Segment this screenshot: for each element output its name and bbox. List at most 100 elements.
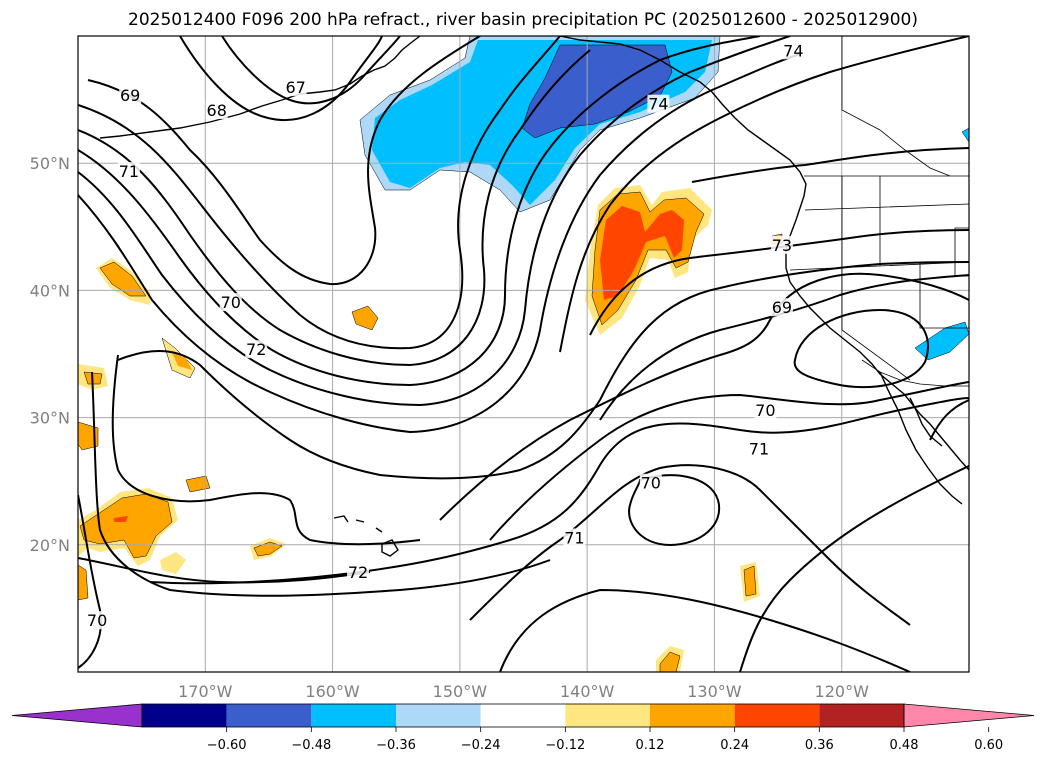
hawaii (333, 515, 399, 557)
contour-label: 71 (749, 439, 769, 458)
shading-blob-left-4 (78, 564, 89, 601)
colorbar-tick-label: 0.48 (890, 738, 919, 753)
contour-label: 69 (772, 298, 792, 317)
contour-label: 69 (120, 86, 140, 105)
contour-label: 67 (285, 78, 305, 97)
contour-label-bg (245, 340, 268, 359)
contour-label-bg (782, 41, 805, 60)
lat-tick-label: 40°N (30, 281, 70, 300)
colorbar-tick-label: −0.12 (545, 738, 585, 753)
shading-blob-small-4 (160, 552, 186, 574)
contour-70-sw (78, 494, 102, 669)
colorbar-tick-label: 0.24 (720, 738, 749, 753)
contour-70 (78, 36, 761, 387)
contour-74-upper (559, 36, 969, 353)
contour-68 (179, 36, 383, 122)
lon-tick-label: 130°W (687, 682, 742, 701)
contour-label-bg (86, 611, 109, 630)
contour-label: 72 (348, 563, 368, 582)
contour-label-bg (119, 85, 142, 104)
contour-label: 73 (772, 236, 792, 255)
contour-72b (599, 261, 969, 401)
contour-label: 70 (641, 474, 661, 493)
contour-labels: 69 67 68 71 74 74 73 69 70 72 70 71 70 71 72 70 (86, 41, 805, 630)
colorbar: −0.60 −0.48 −0.36 −0.24 −0.12 0.12 0.24 0.36 0.4… (11, 703, 1035, 753)
colorbar-segment (142, 704, 227, 727)
contour-label-bg (747, 439, 770, 458)
contour-label: 70 (221, 293, 241, 312)
border-edge (954, 227, 969, 277)
contour-71b (78, 49, 591, 367)
contour-72-left (111, 354, 421, 546)
colorbar-segment (226, 704, 312, 727)
colorbar-segment (311, 704, 396, 727)
shading-negative-dark (521, 44, 673, 139)
colorbar-frame (141, 703, 905, 728)
contour-71-left (117, 349, 601, 480)
contour-label-bg (205, 101, 228, 120)
contour-69-ring (793, 308, 929, 389)
contour-label: 72 (246, 340, 266, 359)
colorbar-tick-label: 0.36 (805, 738, 834, 753)
shading-blob-south-2 (659, 651, 681, 672)
colorbar-tick-label: 0.12 (636, 738, 665, 753)
shading-blob-west-1b (99, 261, 147, 297)
contour-71-lower (489, 381, 969, 541)
contour-73b (589, 229, 969, 336)
border-alaska-canada (841, 36, 951, 177)
colorbar-tick-label: −0.36 (376, 738, 416, 753)
colorbar-segment (819, 704, 904, 727)
contour-label-bg (347, 562, 370, 581)
colorbar-segment (480, 704, 566, 727)
contour-label: 71 (119, 162, 139, 181)
coast-baja (879, 371, 963, 505)
shading-blob-east-2 (743, 565, 757, 597)
shading-blob-edge (961, 127, 969, 143)
contour-lower-right (739, 465, 969, 672)
colorbar-segment (734, 704, 820, 727)
contour-71 (78, 36, 561, 350)
contour-74-lower (691, 147, 969, 183)
contour-69 (87, 36, 481, 286)
shading-blob-sw-3 (114, 516, 128, 522)
lon-tick-label: 160°W (305, 682, 360, 701)
contour-label: 70 (87, 611, 107, 630)
contour-label: 74 (648, 95, 668, 114)
contour-71-south (469, 464, 911, 626)
lon-tick-label: 170°W (178, 682, 233, 701)
colorbar-tick-label: −0.60 (207, 738, 247, 753)
contour-label: 71 (564, 528, 584, 547)
contour-label-bg (563, 528, 586, 547)
lat-tick-label: 20°N (30, 536, 70, 555)
colorbar-segment (565, 704, 650, 727)
coast-gulf-calif (909, 397, 943, 447)
contour-label-bg (770, 298, 793, 317)
lat-tick-label: 50°N (30, 154, 70, 173)
contour-label: 70 (755, 401, 775, 420)
contour-72 (78, 36, 791, 407)
shading-blob-small-1 (185, 475, 211, 493)
contour-label-bg (284, 78, 307, 97)
colorbar-tick-label: 0.60 (974, 738, 1003, 753)
colorbar-segment (396, 704, 481, 727)
contour-label-bg (647, 94, 670, 113)
colorbar-tick-label: −0.24 (461, 738, 501, 753)
contour-label-bg (639, 473, 662, 492)
axis-labels: 170°W 160°W 150°W 140°W 130°W 120°W 50°N 40°N 30… (30, 154, 869, 701)
coast-alaska (99, 36, 421, 139)
contour-label-bg (770, 235, 793, 254)
shading-blob-mid-2 (172, 352, 192, 370)
lon-tick-label: 150°W (433, 682, 488, 701)
contour-right-edge (929, 399, 969, 441)
contour-label-bg (754, 401, 777, 420)
map-frame (77, 35, 970, 673)
border-states (789, 176, 969, 381)
colorbar-extend-high (903, 703, 1035, 728)
contour-70-ring (628, 474, 721, 547)
contour-72-south-b (78, 557, 371, 584)
contour-label-bg (219, 293, 242, 312)
contour-70-left (91, 371, 551, 597)
colorbar-segment (650, 704, 735, 727)
contour-67 (221, 36, 401, 105)
